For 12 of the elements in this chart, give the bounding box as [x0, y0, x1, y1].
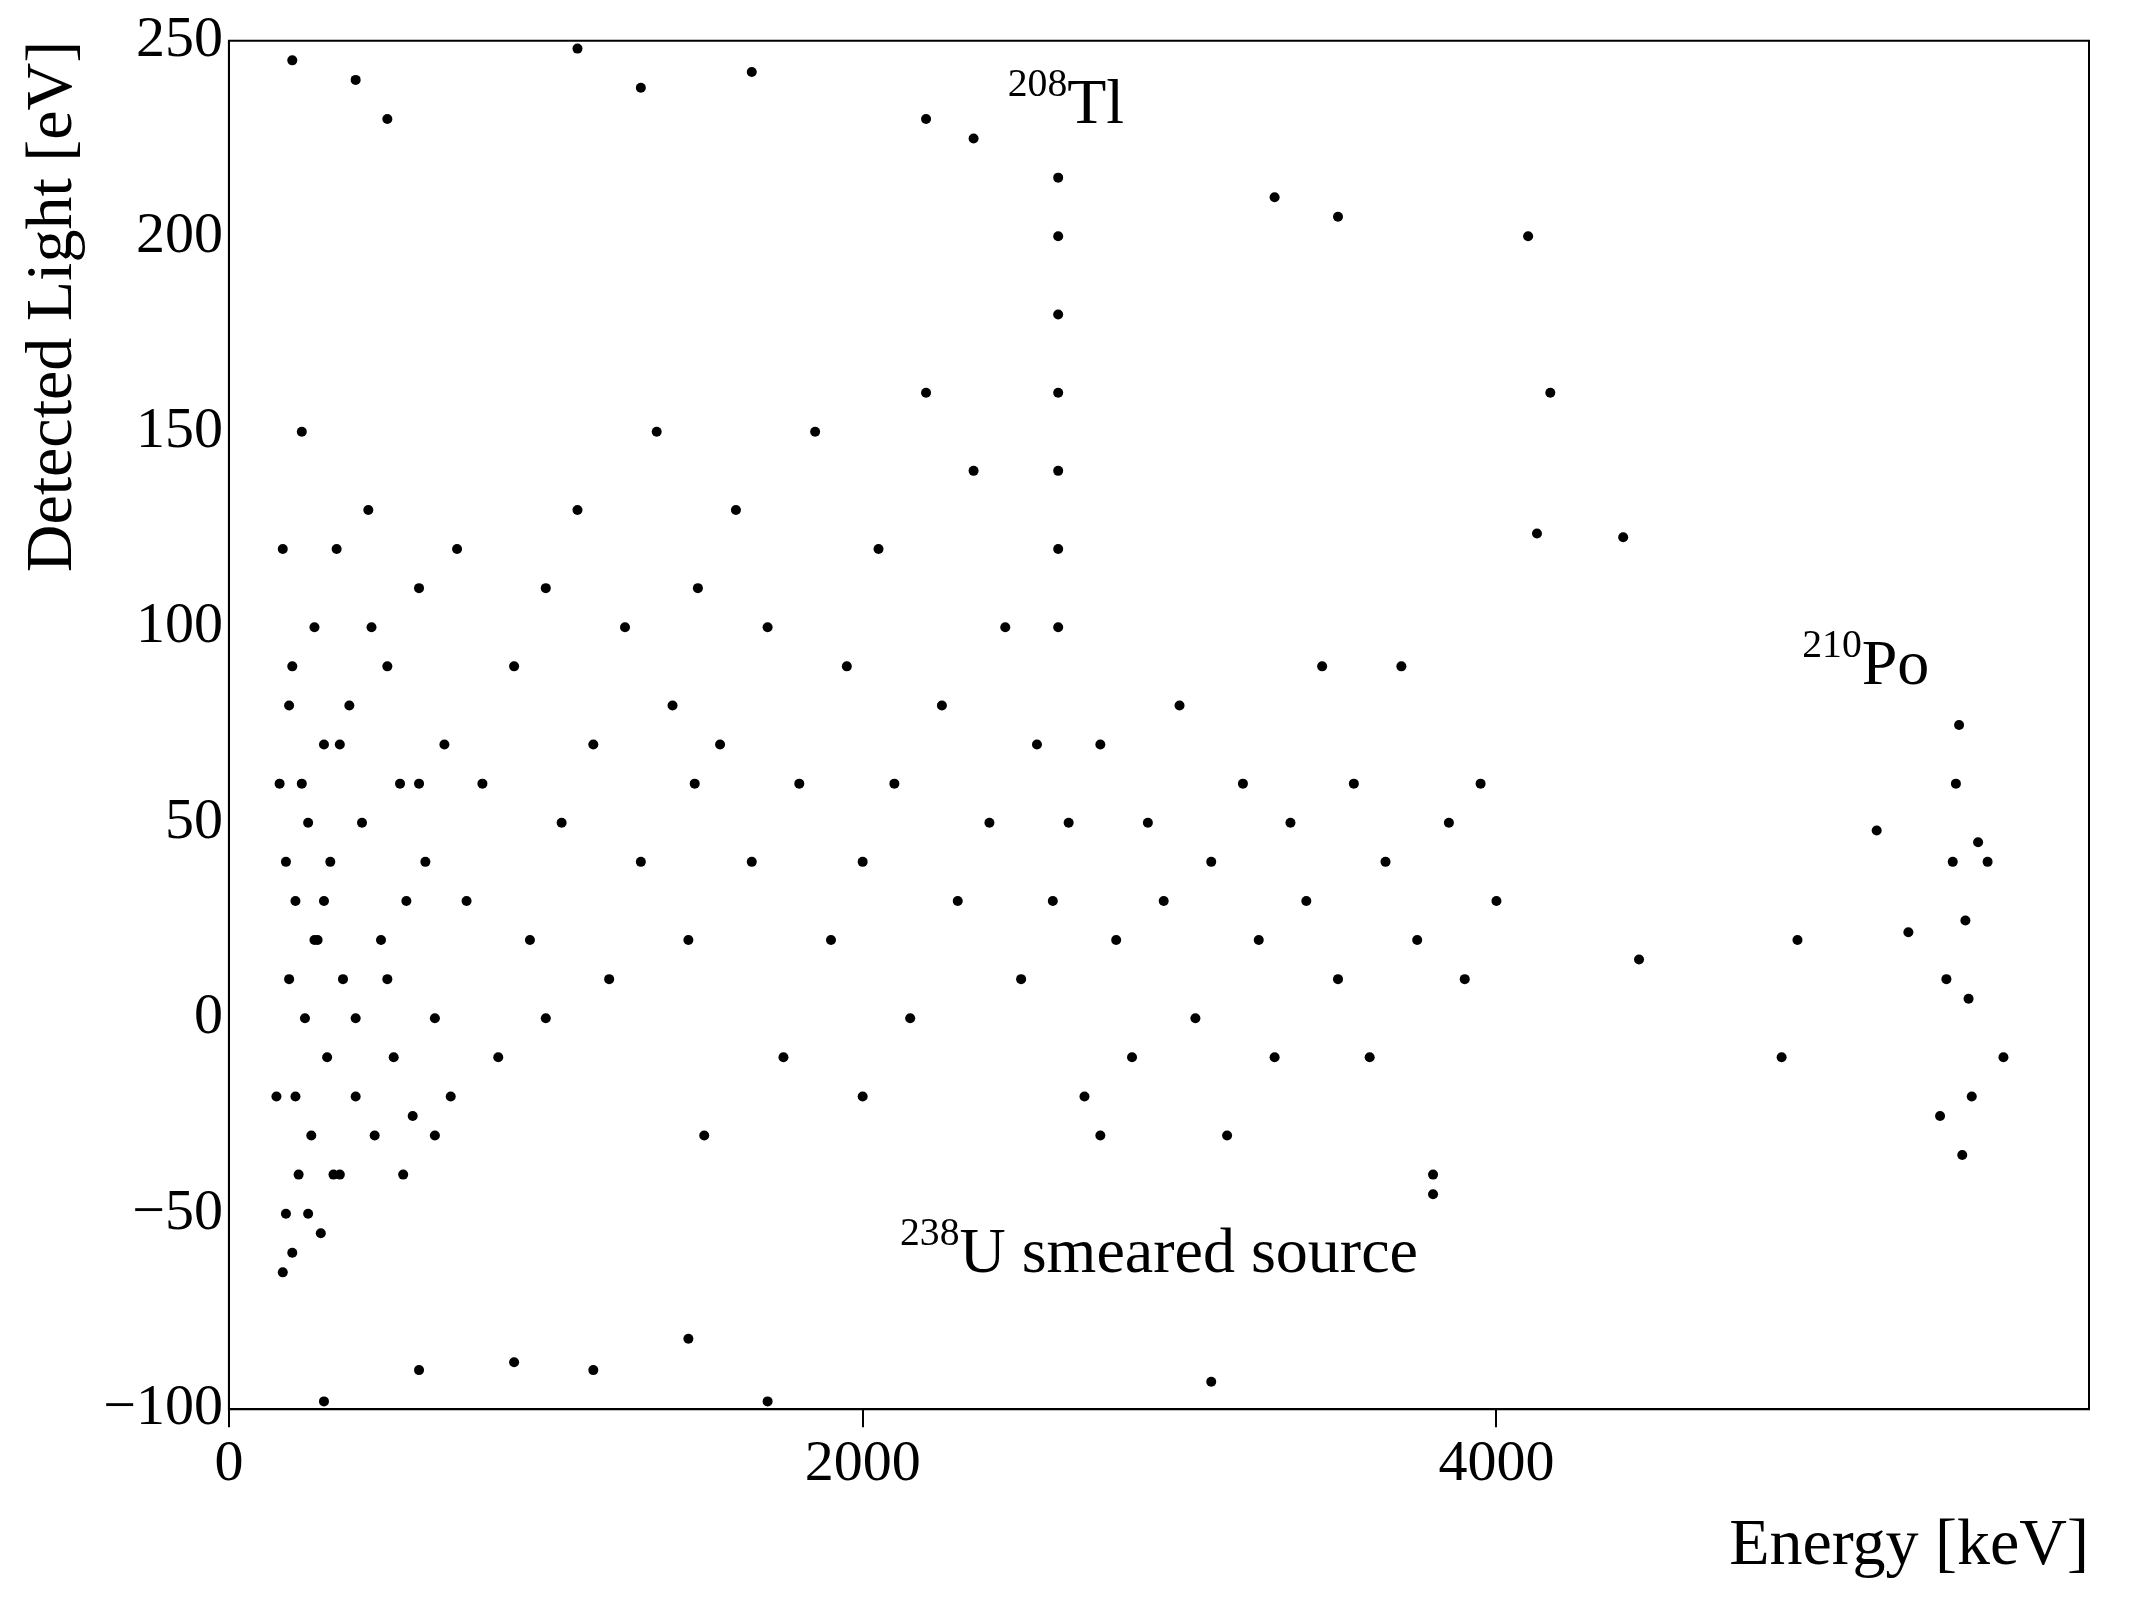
y-tick-label: 200	[135, 199, 223, 265]
x-tick-label: 4000	[1438, 1428, 1555, 1494]
x-tick-label: 2000	[804, 1428, 921, 1494]
y-tick-label: 250	[135, 4, 223, 70]
y-tick-label: −50	[132, 1176, 223, 1242]
y-tick-label: −100	[103, 1372, 223, 1438]
x-axis-title: Energy [keV]	[1729, 1504, 2089, 1578]
y-tick-label: 150	[135, 395, 223, 461]
y-tick-label: 100	[135, 590, 223, 656]
y-tick-label: 0	[193, 981, 223, 1047]
y-tick-label: 50	[164, 785, 223, 851]
y-axis-title: Detected Light [eV]	[11, 40, 85, 573]
